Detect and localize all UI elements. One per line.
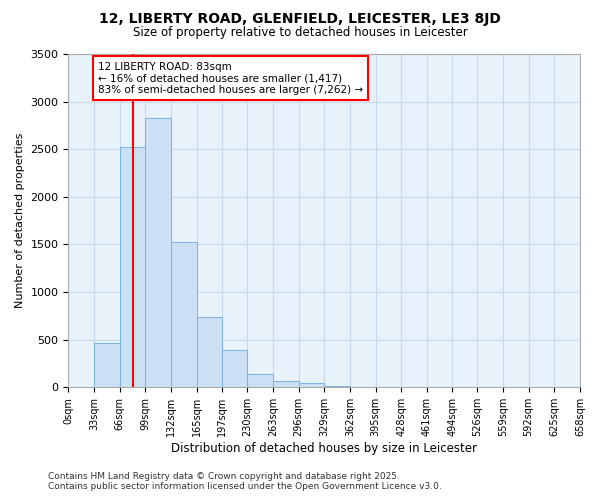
Bar: [145, 118, 171, 388]
Y-axis label: Number of detached properties: Number of detached properties: [15, 133, 25, 308]
Bar: [197, 317, 221, 388]
Bar: [299, 382, 324, 388]
Bar: [221, 350, 247, 388]
Bar: [324, 386, 350, 388]
Text: 12, LIBERTY ROAD, GLENFIELD, LEICESTER, LE3 8JD: 12, LIBERTY ROAD, GLENFIELD, LEICESTER, …: [99, 12, 501, 26]
Text: Contains HM Land Registry data © Crown copyright and database right 2025.
Contai: Contains HM Land Registry data © Crown c…: [48, 472, 442, 491]
Bar: [94, 342, 120, 388]
Bar: [171, 242, 197, 388]
Bar: [120, 148, 145, 388]
Text: Size of property relative to detached houses in Leicester: Size of property relative to detached ho…: [133, 26, 467, 39]
Text: 12 LIBERTY ROAD: 83sqm
← 16% of detached houses are smaller (1,417)
83% of semi-: 12 LIBERTY ROAD: 83sqm ← 16% of detached…: [98, 62, 363, 95]
X-axis label: Distribution of detached houses by size in Leicester: Distribution of detached houses by size …: [171, 442, 477, 455]
Bar: [273, 380, 299, 388]
Bar: [247, 374, 273, 388]
